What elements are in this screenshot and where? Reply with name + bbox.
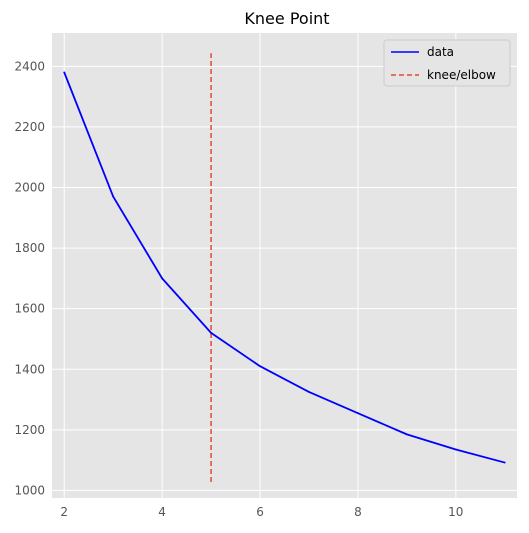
data-point	[63, 71, 66, 74]
data-series-line	[63, 72, 505, 464]
y-tick-label: 1800	[14, 241, 45, 255]
data-point	[503, 461, 506, 464]
legend-knee-label: knee/elbow	[427, 68, 496, 82]
plot-area	[52, 33, 517, 498]
data-point	[210, 332, 212, 334]
y-tick-label: 1000	[14, 483, 45, 497]
x-tick-label: 4	[158, 505, 166, 519]
legend-data-label: data	[427, 45, 454, 59]
data-point	[454, 448, 457, 451]
x-tick-label: 10	[448, 505, 463, 519]
x-tick-label: 8	[354, 505, 362, 519]
data-point	[161, 277, 164, 280]
y-tick-label: 1200	[14, 423, 45, 437]
x-tick-label: 6	[256, 505, 264, 519]
tick-labels: 2 4 6 8 10 1000 1200 1400 1600 1800 2000 2200 2400	[14, 59, 463, 519]
data-point	[405, 433, 408, 436]
y-tick-label: 2200	[14, 120, 45, 134]
data-point	[308, 391, 310, 393]
x-tick-label: 2	[60, 505, 68, 519]
y-tick-label: 1400	[14, 362, 45, 376]
data-point	[259, 365, 261, 368]
data-point	[112, 195, 115, 198]
y-tick-label: 2000	[14, 180, 45, 194]
legend: data knee/elbow	[383, 39, 511, 87]
y-tick-label: 2400	[14, 59, 45, 73]
data-point	[357, 412, 359, 415]
chart-title: Knee Point	[244, 9, 329, 28]
y-tick-label: 1600	[14, 302, 45, 316]
series-layer	[63, 53, 506, 482]
